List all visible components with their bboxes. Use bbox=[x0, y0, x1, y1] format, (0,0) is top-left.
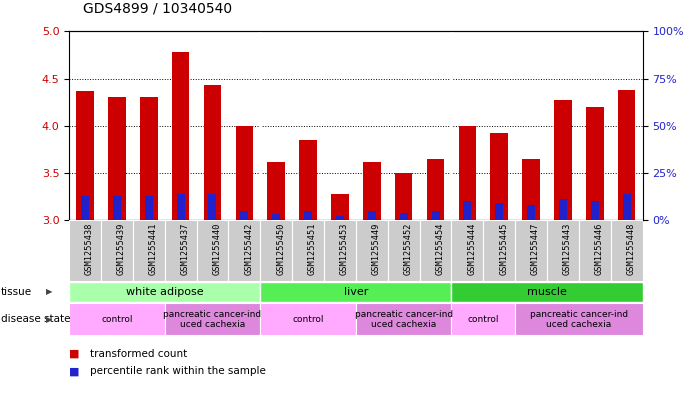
Bar bbox=[451, 220, 483, 281]
Bar bbox=[69, 282, 261, 301]
Bar bbox=[399, 213, 408, 220]
Bar bbox=[356, 220, 388, 281]
Bar bbox=[261, 220, 292, 281]
Text: GSM1255448: GSM1255448 bbox=[627, 222, 636, 275]
Text: GSM1255451: GSM1255451 bbox=[308, 222, 317, 275]
Bar bbox=[133, 220, 164, 281]
Bar bbox=[108, 97, 126, 220]
Bar bbox=[547, 220, 579, 281]
Bar bbox=[196, 220, 229, 281]
Text: GSM1255437: GSM1255437 bbox=[180, 222, 189, 275]
Bar bbox=[591, 201, 599, 220]
Bar bbox=[623, 194, 631, 220]
Bar bbox=[240, 211, 248, 220]
Text: white adipose: white adipose bbox=[126, 287, 204, 297]
Bar bbox=[491, 133, 508, 220]
Bar bbox=[356, 303, 451, 335]
Bar bbox=[164, 303, 261, 335]
Bar bbox=[559, 199, 567, 220]
Bar bbox=[515, 303, 643, 335]
Bar bbox=[388, 220, 419, 281]
Bar bbox=[69, 303, 164, 335]
Text: disease state: disease state bbox=[1, 314, 70, 324]
Text: ■: ■ bbox=[69, 366, 79, 376]
Bar bbox=[209, 194, 216, 220]
Text: ▶: ▶ bbox=[46, 287, 53, 296]
Text: GSM1255449: GSM1255449 bbox=[372, 222, 381, 275]
Bar bbox=[419, 220, 451, 281]
Bar bbox=[76, 91, 94, 220]
Text: GSM1255453: GSM1255453 bbox=[340, 222, 349, 275]
Bar bbox=[464, 201, 471, 220]
Bar bbox=[554, 100, 571, 220]
Text: GSM1255442: GSM1255442 bbox=[245, 222, 254, 275]
Bar bbox=[299, 140, 317, 220]
Bar bbox=[304, 211, 312, 220]
Bar bbox=[586, 107, 604, 220]
Text: GSM1255439: GSM1255439 bbox=[117, 222, 126, 275]
Bar bbox=[204, 85, 221, 220]
Text: ▶: ▶ bbox=[46, 315, 53, 324]
Text: GDS4899 / 10340540: GDS4899 / 10340540 bbox=[83, 2, 232, 16]
Bar bbox=[145, 196, 153, 220]
Bar bbox=[427, 159, 444, 220]
Text: GSM1255438: GSM1255438 bbox=[85, 222, 94, 275]
Text: GSM1255444: GSM1255444 bbox=[467, 222, 476, 275]
Bar bbox=[611, 220, 643, 281]
Bar bbox=[336, 216, 344, 220]
Bar bbox=[368, 211, 376, 220]
Bar bbox=[272, 215, 280, 220]
Bar bbox=[432, 211, 439, 220]
Text: GSM1255450: GSM1255450 bbox=[276, 222, 285, 275]
Text: GSM1255454: GSM1255454 bbox=[435, 222, 444, 275]
Text: pancreatic cancer-ind
uced cachexia: pancreatic cancer-ind uced cachexia bbox=[530, 310, 628, 329]
Text: GSM1255440: GSM1255440 bbox=[213, 222, 222, 275]
Bar bbox=[172, 52, 189, 220]
Bar bbox=[113, 196, 121, 220]
Bar bbox=[522, 159, 540, 220]
Bar bbox=[140, 97, 158, 220]
Bar bbox=[395, 173, 413, 220]
Text: control: control bbox=[101, 315, 133, 324]
Bar bbox=[292, 220, 324, 281]
Text: GSM1255452: GSM1255452 bbox=[404, 222, 413, 275]
Bar bbox=[451, 303, 515, 335]
Bar bbox=[363, 162, 381, 220]
Text: GSM1255446: GSM1255446 bbox=[595, 222, 604, 275]
Text: GSM1255445: GSM1255445 bbox=[499, 222, 509, 275]
Text: pancreatic cancer-ind
uced cachexia: pancreatic cancer-ind uced cachexia bbox=[163, 310, 262, 329]
Text: GSM1255441: GSM1255441 bbox=[149, 222, 158, 275]
Bar bbox=[236, 126, 253, 220]
Text: GSM1255447: GSM1255447 bbox=[531, 222, 540, 275]
Bar bbox=[515, 220, 547, 281]
Text: control: control bbox=[468, 315, 499, 324]
Text: transformed count: transformed count bbox=[90, 349, 187, 359]
Bar bbox=[261, 303, 356, 335]
Text: GSM1255443: GSM1255443 bbox=[563, 222, 572, 275]
Text: tissue: tissue bbox=[1, 287, 32, 297]
Text: ■: ■ bbox=[69, 349, 79, 359]
Text: control: control bbox=[292, 315, 324, 324]
Bar bbox=[527, 205, 535, 220]
Text: pancreatic cancer-ind
uced cachexia: pancreatic cancer-ind uced cachexia bbox=[354, 310, 453, 329]
Bar bbox=[618, 90, 636, 220]
Bar bbox=[579, 220, 611, 281]
Bar bbox=[164, 220, 196, 281]
Bar bbox=[331, 194, 349, 220]
Text: percentile rank within the sample: percentile rank within the sample bbox=[90, 366, 266, 376]
Bar bbox=[261, 282, 451, 301]
Bar bbox=[229, 220, 261, 281]
Bar bbox=[101, 220, 133, 281]
Bar bbox=[495, 203, 503, 220]
Bar bbox=[267, 162, 285, 220]
Bar bbox=[69, 220, 101, 281]
Text: muscle: muscle bbox=[527, 287, 567, 297]
Text: liver: liver bbox=[343, 287, 368, 297]
Bar bbox=[483, 220, 515, 281]
Bar bbox=[324, 220, 356, 281]
Bar bbox=[451, 282, 643, 301]
Bar bbox=[81, 196, 89, 220]
Bar bbox=[177, 194, 184, 220]
Bar bbox=[459, 126, 476, 220]
